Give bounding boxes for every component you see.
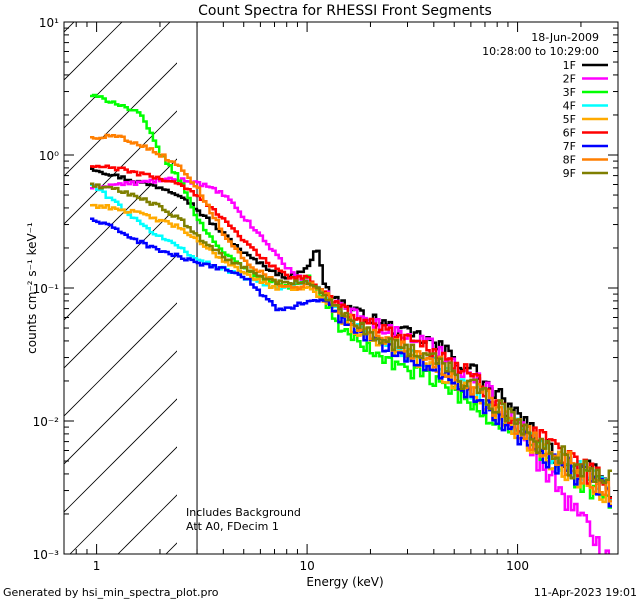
legend-label-8F: 8F <box>563 154 576 167</box>
y-axis-label: counts cm⁻² s⁻¹ keV⁻¹ <box>25 222 39 354</box>
footer-generated-by: Generated by hsi_min_spectra_plot.pro <box>3 586 219 599</box>
y-tick-label: 10⁰ <box>39 149 59 163</box>
hatch-line <box>64 22 171 129</box>
x-tick-label: 100 <box>506 559 529 573</box>
y-tick-label: 10⁻¹ <box>33 282 60 296</box>
legend-time-range: 10:28:00 to 10:29:00 <box>482 45 599 58</box>
x-axis-label: Energy (keV) <box>306 575 383 589</box>
axis-ticks: 1 10 100 10¹ 10⁰ 10⁻¹ 10⁻² 10⁻³ <box>33 16 619 573</box>
series-layer <box>90 93 612 554</box>
legend-label-9F: 9F <box>563 167 576 180</box>
annotation-attenuator: Att A0, FDecim 1 <box>186 520 279 533</box>
footer-date: 11-Apr-2023 19:01 <box>534 586 637 599</box>
legend-label-1F: 1F <box>563 59 576 72</box>
legend-label-3F: 3F <box>563 86 576 99</box>
hatch-line <box>117 494 177 554</box>
legend-label-6F: 6F <box>563 127 576 140</box>
legend-label-5F: 5F <box>563 113 576 126</box>
x-tick-label: 1 <box>93 559 101 573</box>
series-line-8F <box>90 133 612 503</box>
x-tick-label: 10 <box>299 559 314 573</box>
hatch-line <box>64 254 177 369</box>
y-tick-label: 10¹ <box>39 16 59 30</box>
legend-label-2F: 2F <box>563 73 576 86</box>
legend-label-7F: 7F <box>563 140 576 153</box>
chart-title: Count Spectra for RHESSI Front Segments <box>198 3 492 19</box>
hatch-line <box>69 446 177 554</box>
series-line-6F <box>90 164 612 500</box>
series-line-1F <box>90 167 612 499</box>
y-tick-label: 10⁻² <box>33 415 60 429</box>
legend-date: 18-Jun-2009 <box>531 31 599 44</box>
y-tick-label: 10⁻³ <box>33 548 60 562</box>
hatch-line <box>64 206 177 321</box>
series-line-9F <box>90 182 612 485</box>
legend-label-4F: 4F <box>563 100 576 113</box>
hatch-line <box>64 62 177 177</box>
hatch-line <box>64 398 177 513</box>
annotation-background: Includes Background <box>186 506 301 519</box>
